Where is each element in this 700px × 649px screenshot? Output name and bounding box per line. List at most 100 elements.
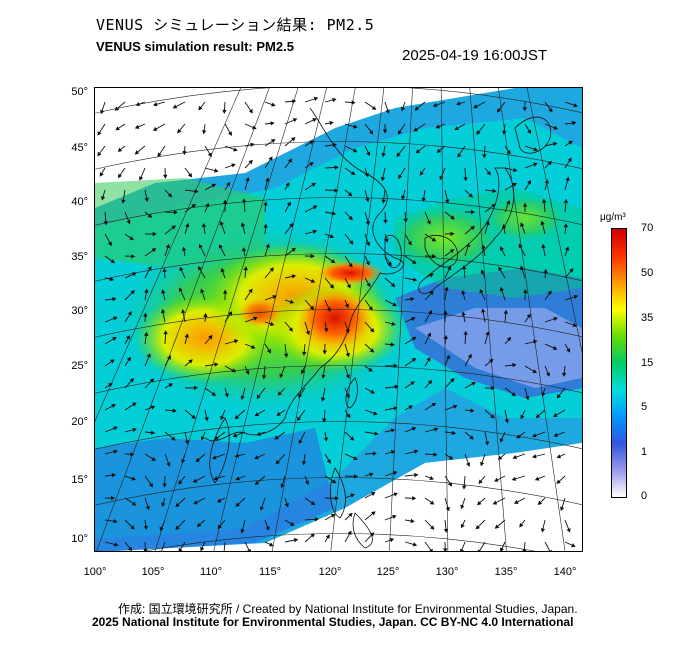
wind-arrowhead [171,436,176,441]
wind-arrowhead [567,157,572,163]
wind-arrowhead [563,198,569,204]
wind-arrowhead [112,296,117,302]
wind-arrowhead [310,278,316,283]
wind-arrowhead [540,528,546,533]
wind-arrowhead [548,108,553,113]
wind-arrowhead [269,321,275,326]
wind-arrowhead [443,334,448,340]
wind-arrowhead [167,192,173,198]
wind-arrowhead [274,435,279,440]
wind-arrowhead [179,266,184,272]
wind-arrowhead [222,199,228,204]
wind-arrowhead [184,440,190,445]
wind-arrowhead [208,334,213,340]
wind-arrowhead [296,416,302,422]
wind-arrowhead [439,175,444,181]
wind-arrowhead [390,449,396,455]
wind-arrowhead [456,101,461,106]
wind-arrowhead [194,189,199,194]
wind-arrowhead [175,525,180,530]
wind-arrowhead [152,231,157,237]
wind-arrowhead [334,165,339,170]
wind-arrowhead [132,272,137,277]
wind-arrowhead [572,120,577,126]
wind-arrowhead [312,118,317,123]
meridian-line [96,88,270,551]
wind-arrowhead [353,456,358,460]
wind-arrowhead [313,96,319,102]
wind-arrowhead [541,243,546,249]
wind-arrowhead [312,205,318,210]
wind-arrowhead [568,140,573,145]
pm25-map [94,87,583,552]
wind-arrowhead [323,328,329,333]
wind-arrowhead [390,282,396,288]
wind-arrowhead [481,244,486,249]
wind-arrowhead [272,295,277,300]
wind-arrowhead [369,348,375,353]
wind-arrowhead [400,106,406,112]
wind-arrowhead [268,156,273,161]
wind-arrowhead [121,199,126,204]
wind-arrowhead [553,141,558,147]
wind-arrowhead [566,348,571,353]
lon-label-125: 125° [376,566,400,578]
wind-arrowhead [181,459,186,464]
wind-arrowhead [191,204,197,209]
wind-arrowhead [152,126,158,131]
wind-arrowhead [291,247,296,253]
wind-arrowhead [535,413,541,419]
wind-arrowhead [475,525,481,530]
wind-arrowhead [312,229,318,234]
parallel-line [95,88,582,114]
wind-arrowhead [348,215,353,221]
wind-arrowhead [163,174,168,179]
wind-arrowhead [348,263,353,268]
wind-arrowhead [443,310,448,315]
wind-arrowhead [275,459,281,465]
wind-vectors [97,96,579,551]
wind-arrowhead [393,406,398,411]
wind-arrowhead [461,265,467,270]
wind-arrowhead [511,392,516,397]
wind-arrowhead [214,362,219,367]
wind-arrowhead [323,437,329,442]
wind-arrowhead [172,408,177,413]
wind-arrowhead [415,149,421,154]
wind-arrowhead [433,427,439,432]
wind-arrowhead [533,162,538,167]
wind-arrowhead [429,273,434,278]
wind-arrowhead [332,142,337,148]
wind-arrowhead [545,372,550,377]
wind-arrowhead [212,455,217,460]
lon-label-110: 110° [200,566,222,578]
wind-arrowhead [549,549,552,551]
wind-arrowhead [298,393,303,398]
wind-arrowhead [200,436,205,441]
wind-arrowhead [571,543,576,548]
wind-arrowhead [166,462,171,467]
wind-arrowhead [411,259,417,264]
parallel-line [95,141,582,170]
wind-arrowhead [393,492,398,497]
meridian-line [526,88,582,354]
wind-arrowhead [129,236,134,241]
wind-arrowhead [112,337,117,341]
wind-arrowhead [150,405,156,410]
wind-arrowhead [207,152,212,158]
wind-arrowhead [291,274,297,279]
wind-arrowhead [195,457,201,463]
wind-arrowhead [518,243,523,249]
wind-arrowhead [126,356,131,362]
wind-arrowhead [461,290,466,295]
wind-arrowhead [191,414,196,419]
wind-arrowhead [329,234,335,239]
wind-arrowhead [125,335,130,340]
lon-label-100: 100° [83,566,107,578]
wind-arrowhead [113,426,118,431]
wind-arrowhead [283,353,289,358]
legend-label-0: 0 [641,490,648,502]
wind-arrowhead [331,211,337,216]
wind-arrowhead [484,441,490,446]
wind-arrowhead [467,353,472,359]
